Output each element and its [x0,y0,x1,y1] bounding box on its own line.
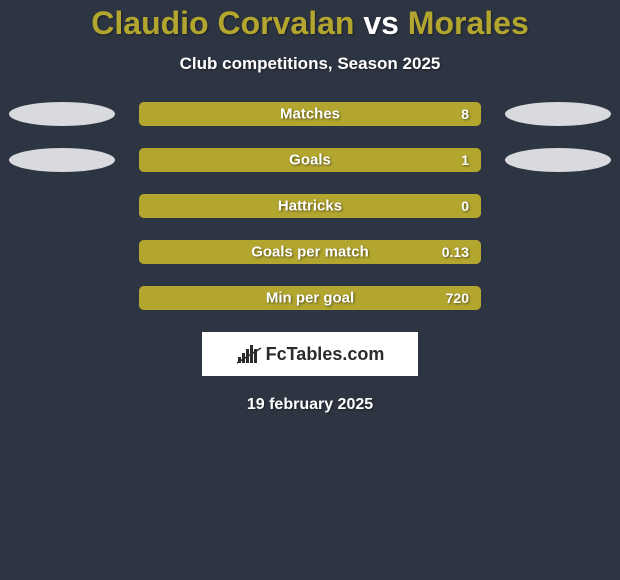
player1-marker [9,148,115,172]
player1-marker [9,102,115,126]
fctables-logo[interactable]: FcTables.com [202,332,418,376]
stat-bar: Min per goal 720 [139,286,481,310]
spacer [9,286,115,310]
subtitle: Club competitions, Season 2025 [0,54,620,74]
comparison-widget: Claudio Corvalan vs Morales Club competi… [0,0,620,414]
comparison-title: Claudio Corvalan vs Morales [0,5,620,42]
spacer [505,286,611,310]
stat-row-hattricks: Hattricks 0 [0,194,620,218]
stat-bar: Goals per match 0.13 [139,240,481,264]
logo-text: FcTables.com [266,344,385,365]
stat-bar: Goals 1 [139,148,481,172]
bar-fill [139,148,481,172]
stat-row-goals: Goals 1 [0,148,620,172]
spacer [505,194,611,218]
bar-chart-icon [236,344,262,364]
player2-marker [505,148,611,172]
stat-bar: Hattricks 0 [139,194,481,218]
spacer [505,240,611,264]
spacer [9,194,115,218]
bar-fill [139,240,481,264]
player2-name: Morales [408,5,529,41]
player1-name: Claudio Corvalan [91,5,354,41]
vs-separator: vs [363,5,399,41]
bar-fill [139,194,481,218]
bar-fill [139,102,481,126]
stat-row-goals-per-match: Goals per match 0.13 [0,240,620,264]
stat-row-min-per-goal: Min per goal 720 [0,286,620,310]
stat-bar: Matches 8 [139,102,481,126]
bar-fill [139,286,481,310]
logo-inner: FcTables.com [236,344,385,365]
stat-row-matches: Matches 8 [0,102,620,126]
player2-marker [505,102,611,126]
date-label: 19 february 2025 [0,396,620,414]
spacer [9,240,115,264]
stats-list: Matches 8 Goals 1 Hattricks 0 [0,102,620,310]
